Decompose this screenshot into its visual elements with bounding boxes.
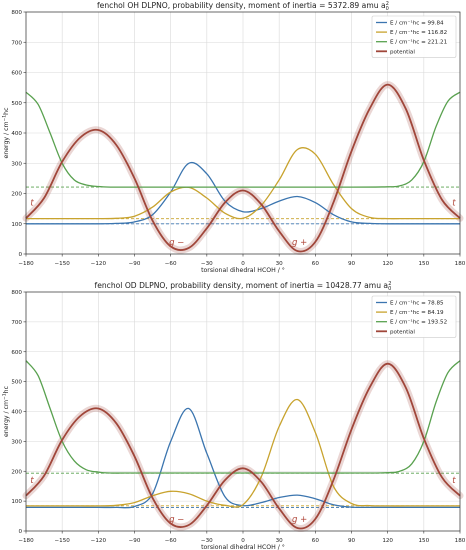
y-tick-label: 300: [11, 161, 22, 167]
x-tick-label: −180: [18, 261, 34, 267]
annotation-label: t: [452, 199, 456, 209]
potential-line: [25, 362, 461, 530]
x-tick-label: −60: [165, 538, 177, 544]
x-tick-label: 0: [241, 261, 245, 267]
legend-label: E / cm⁻¹hc = 193.52: [390, 319, 447, 326]
annotation-label: g +: [292, 238, 307, 248]
x-tick-label: 30: [276, 261, 284, 267]
series-line-2: [25, 147, 460, 220]
legend-box: [371, 295, 457, 338]
y-axis-label: energy / cm−1hc: [2, 385, 11, 437]
x-tick-label: −180: [18, 538, 34, 544]
legend: E / cm⁻¹hc = 99.84 E / cm⁻¹hc = 116.82 E /…: [371, 15, 457, 58]
y-tick-label: 400: [11, 410, 22, 416]
y-tick-label: 500: [11, 101, 22, 107]
x-tick-label: −90: [129, 261, 141, 267]
y-axis-label: energy / cm−1hc: [2, 107, 11, 159]
x-tick-label: −60: [165, 261, 177, 267]
x-tick-label: 120: [382, 261, 393, 267]
annotation-label: g −: [169, 515, 184, 525]
y-tick-label: 600: [11, 350, 22, 356]
legend-label: potential: [390, 49, 415, 55]
y-tick-label: 600: [11, 71, 22, 77]
x-tick-label: −150: [54, 261, 70, 267]
series-line-1: [26, 407, 460, 509]
series-line-3: [25, 91, 461, 188]
annotation-label: t: [452, 476, 456, 486]
x-tick-label: −30: [201, 261, 213, 267]
x-tick-label: 90: [348, 261, 356, 267]
y-tick-label: 700: [11, 40, 22, 46]
x-tick-label: 150: [418, 538, 429, 544]
legend-label: E / cm⁻¹hc = 84.19: [390, 309, 444, 316]
y-tick-label: 700: [11, 320, 22, 326]
axes-frame: [25, 11, 461, 255]
annotation-label: t: [30, 199, 34, 209]
x-tick-label: −30: [201, 538, 213, 544]
legend-label: potential: [390, 329, 415, 335]
legend-box: [371, 15, 457, 58]
x-tick-label: −120: [91, 538, 107, 544]
series-line-2: [25, 398, 460, 508]
series-line-1: [25, 161, 460, 225]
y-tick-label: 0: [18, 529, 22, 535]
y-tick-label: 500: [11, 380, 22, 386]
y-tick-label: 800: [11, 10, 22, 16]
x-tick-label: 90: [348, 538, 356, 544]
y-tick-label: 400: [11, 131, 22, 137]
x-axis-label: torsional dihedral HCOH / °: [201, 543, 285, 550]
chart-panel-2: fenchol OD DLPNO, probability density, m…: [2, 281, 466, 550]
x-tick-label: −120: [91, 261, 107, 267]
y-tick-label: 300: [11, 439, 22, 445]
x-tick-label: 180: [455, 538, 466, 544]
legend-label: E / cm⁻¹hc = 99.84: [390, 20, 444, 27]
x-tick-label: 30: [276, 538, 284, 544]
chart-title: fenchol OD DLPNO, probability density, m…: [95, 281, 392, 292]
series-line-3: [25, 360, 461, 474]
y-tick-label: 100: [11, 499, 22, 505]
x-tick-label: −150: [54, 538, 70, 544]
x-tick-label: 180: [455, 261, 466, 267]
potential-line: [25, 83, 461, 253]
annotation-label: t: [30, 476, 34, 486]
y-tick-label: 200: [11, 469, 22, 475]
x-axis-label: torsional dihedral HCOH / °: [201, 266, 285, 274]
x-tick-label: −90: [129, 538, 141, 544]
annotation-label: g +: [292, 515, 307, 525]
legend-label: E / cm⁻¹hc = 116.82: [390, 29, 447, 36]
y-tick-label: 200: [11, 192, 22, 198]
x-tick-label: 0: [241, 538, 245, 544]
chart-title: fenchol OH DLPNO, probability density, m…: [97, 1, 389, 12]
legend-label: E / cm⁻¹hc = 221.21: [390, 39, 448, 46]
x-tick-label: 120: [382, 538, 393, 544]
x-tick-label: 60: [312, 261, 320, 267]
legend: E / cm⁻¹hc = 78.85 E / cm⁻¹hc = 84.19 E / …: [371, 295, 457, 338]
axes-frame: [25, 291, 461, 532]
y-tick-label: 800: [11, 290, 22, 296]
y-tick-label: 0: [18, 252, 22, 258]
chart-panel-1: fenchol OH DLPNO, probability density, m…: [2, 1, 466, 274]
legend-label: E / cm⁻¹hc = 78.85: [390, 300, 444, 307]
annotation-label: g −: [169, 238, 184, 248]
x-tick-label: 60: [312, 538, 320, 544]
x-tick-label: 150: [418, 261, 429, 267]
y-tick-label: 100: [11, 222, 22, 228]
